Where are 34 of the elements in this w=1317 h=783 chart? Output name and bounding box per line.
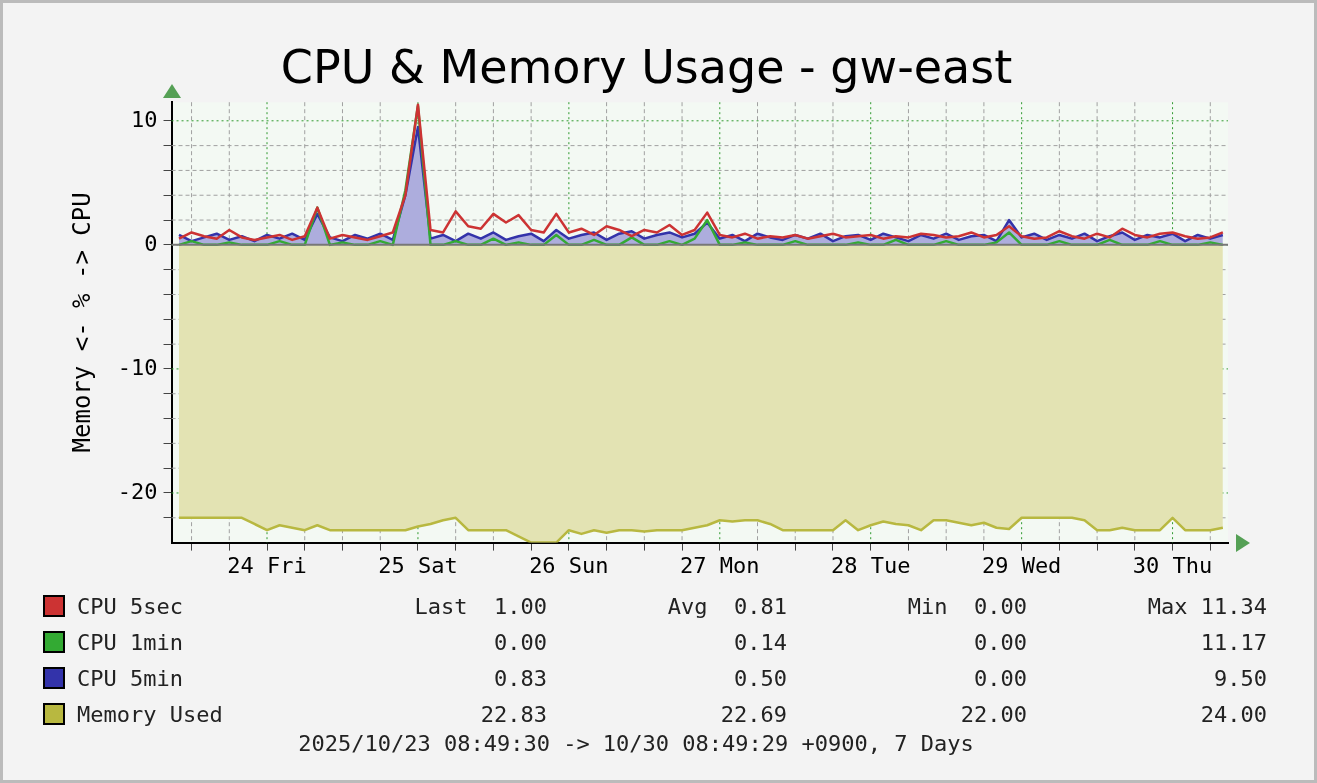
x-tick-label: 29 Wed	[981, 552, 1062, 578]
text: Max 11.34	[1146, 593, 1267, 619]
text: Avg 0.81	[666, 593, 787, 619]
text: 2025/10/23 08:49:30 -> 10/30 08:49:29 +0900, 7 Days	[297, 731, 975, 756]
text: 0.50	[733, 665, 787, 691]
text: 9.50	[1213, 665, 1267, 691]
x-tick-label: 30 Thu	[1132, 552, 1213, 578]
text: 22.69	[719, 701, 787, 727]
x-tick-label: 24 Fri	[227, 552, 307, 578]
text: Min 0.00	[906, 593, 1027, 619]
text: 24.00	[1199, 701, 1267, 727]
x-tick-label: 25 Sat	[378, 552, 458, 578]
text: 22.83	[479, 701, 547, 727]
text: 0.14	[733, 629, 787, 655]
y-tick-label: 0	[144, 230, 158, 256]
text: 0.00	[973, 629, 1027, 655]
legend-label: CPU 5min	[77, 665, 184, 691]
legend-label: Memory Used	[77, 701, 224, 727]
legend-label: CPU 5sec	[77, 593, 184, 619]
text: 22.00	[959, 701, 1027, 727]
y-axis-title: Memory <- % -> CPU	[67, 192, 96, 453]
text: 0.00	[493, 629, 547, 655]
text: 0.00	[973, 665, 1027, 691]
x-tick-label: 26 Sun	[529, 552, 609, 578]
y-tick-label: -20	[117, 478, 158, 504]
legend-label: CPU 1min	[77, 629, 184, 655]
text: Last 1.00	[413, 593, 547, 619]
text: 0.83	[493, 665, 547, 691]
chart-title: CPU & Memory Usage - gw-east	[280, 39, 1013, 94]
text: 11.17	[1199, 629, 1267, 655]
y-tick-label: 10	[131, 106, 158, 132]
x-tick-label: 27 Mon	[680, 552, 760, 578]
x-tick-label: 28 Tue	[830, 552, 911, 578]
y-tick-label: -10	[117, 354, 158, 380]
